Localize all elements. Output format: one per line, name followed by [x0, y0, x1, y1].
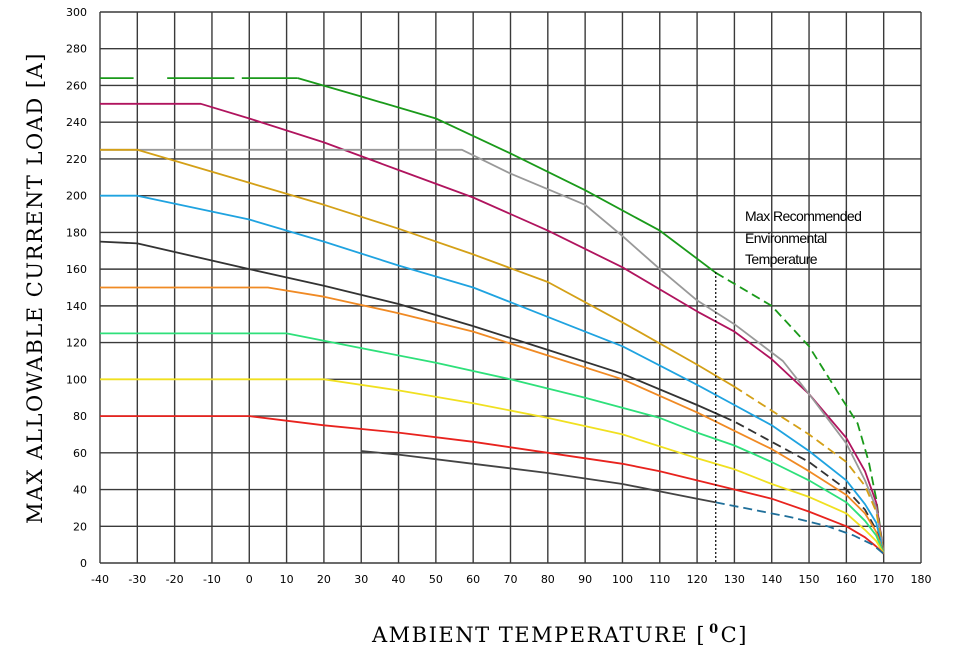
series-line-2: [100, 102, 885, 554]
series-line-6-extrapolated: [722, 415, 885, 555]
series-line-4: [100, 148, 735, 388]
y-tick-label: 0: [80, 557, 87, 570]
y-tick-label: 140: [66, 300, 87, 313]
x-tick-label: 160: [836, 573, 857, 586]
x-tick-label: 60: [466, 573, 480, 586]
x-tick-label: 110: [649, 573, 670, 586]
x-tick-label: 170: [873, 573, 894, 586]
y-tick-label: 20: [73, 520, 87, 533]
x-tick-label: 120: [687, 573, 708, 586]
y-tick-label: 60: [73, 447, 87, 460]
series-lines: [99, 77, 885, 555]
series-line-5: [100, 194, 885, 555]
x-tick-label: 50: [429, 573, 443, 586]
y-axis-label: MAX ALLOWABLE CURRENT LOAD [A]: [23, 52, 47, 524]
x-tick-label: 90: [578, 573, 592, 586]
annotation-line-1: Max Recommended: [745, 208, 861, 224]
x-tick-label: -20: [166, 573, 184, 586]
max-temp-annotation: Max Recommended Environmental Temperatur…: [715, 208, 862, 563]
series-line-1-extrapolated: [715, 272, 885, 554]
x-tick-label: 0: [246, 573, 253, 586]
series-line-7: [100, 286, 885, 555]
x-tick-label: 30: [354, 573, 368, 586]
x-axis-label: AMBIENT TEMPERATURE [0C]: [371, 622, 748, 647]
y-tick-label: 300: [66, 6, 87, 19]
series-line-11-extrapolated: [715, 501, 885, 555]
x-tick-label: -40: [91, 573, 109, 586]
y-tick-label: 80: [73, 410, 87, 423]
x-tick-label: -30: [128, 573, 146, 586]
x-axis-label-main: AMBIENT TEMPERATURE [: [371, 623, 706, 647]
series-line-11: [361, 450, 716, 504]
tick-labels: -40 -30 -20 -10 0 10 20 30 40 50 60 70 80 90 100 110 120…: [66, 6, 932, 586]
annotation-line-2: Environmental: [745, 230, 827, 246]
y-tick-label: 120: [66, 337, 87, 350]
series-line-9: [100, 378, 885, 555]
x-tick-label: 140: [761, 573, 782, 586]
y-tick-label: 200: [66, 190, 87, 203]
series-line-8: [100, 332, 885, 555]
x-tick-label: 80: [541, 573, 555, 586]
x-axis-label-degree: 0: [709, 622, 720, 637]
y-tick-label: 220: [66, 153, 87, 166]
x-axis-label-unit: C]: [721, 623, 748, 647]
x-tick-label: 150: [799, 573, 820, 586]
y-tick-label: 260: [66, 79, 87, 92]
x-tick-label: 10: [280, 573, 294, 586]
annotation-line-3: Temperature: [745, 251, 818, 267]
series-line-4-extrapolated: [733, 385, 885, 554]
x-tick-label: 40: [392, 573, 406, 586]
x-tick-label: 130: [724, 573, 745, 586]
x-tick-label: 70: [504, 573, 518, 586]
y-tick-label: 240: [66, 116, 87, 129]
y-tick-label: 160: [66, 263, 87, 276]
x-tick-label: 180: [911, 573, 932, 586]
series-line-6: [99, 240, 724, 418]
x-tick-label: 100: [612, 573, 633, 586]
y-tick-label: 180: [66, 226, 87, 239]
series-line-1: [297, 77, 717, 274]
x-tick-label: 20: [317, 573, 331, 586]
x-tick-label: -10: [203, 573, 221, 586]
y-tick-label: 100: [66, 373, 87, 386]
y-tick-label: 40: [73, 484, 87, 497]
grid: [99, 11, 922, 564]
series-line-10: [100, 415, 885, 555]
y-tick-label: 280: [66, 43, 87, 56]
